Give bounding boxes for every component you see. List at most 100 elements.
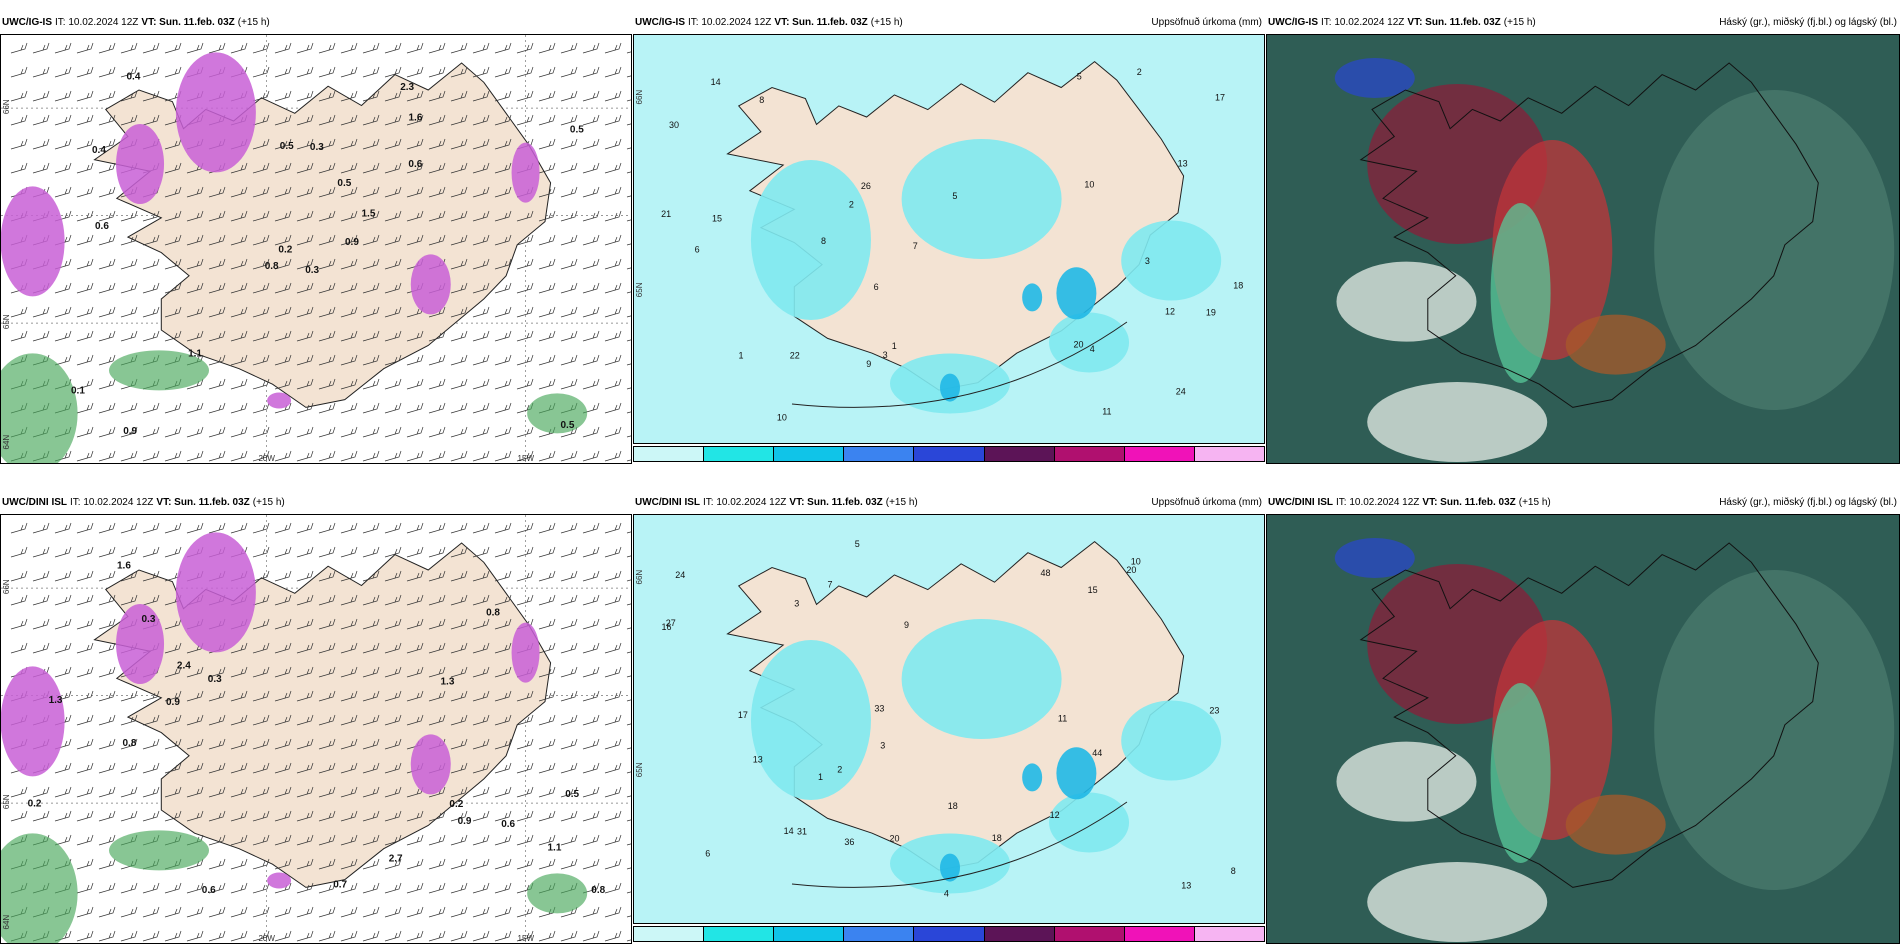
wind-barb <box>582 210 600 222</box>
accum-value-label: 2 <box>849 200 854 210</box>
valid-time: VT: Sun. 11.feb. 03Z <box>1407 17 1501 28</box>
wind-barb <box>582 258 600 270</box>
wind-barb <box>230 858 248 870</box>
panel-header: UWC/DINI ISL IT: 10.02.2024 12Z VT: Sun. 1… <box>0 492 632 514</box>
precip-value-label: 0.9 <box>345 237 359 248</box>
map-canvas: 0.3 0.4 0.2 0.1 1.5 1.1 2.3 0.3 1.6 0.9 0.4 0.5 0.6 0… <box>0 34 632 464</box>
wind-barb <box>450 114 468 126</box>
wind-barb <box>340 834 358 846</box>
wind-barb <box>54 354 72 366</box>
wind-barb <box>318 114 336 126</box>
wind-barb <box>32 522 50 534</box>
wind-barb <box>538 786 556 798</box>
precip-area <box>267 872 292 889</box>
colorbar-swatch <box>844 927 915 941</box>
accum-value-label: 4 <box>944 889 949 899</box>
wind-barb <box>362 570 380 582</box>
wind-barb <box>230 834 248 846</box>
wind-barb <box>98 426 116 438</box>
accum-value-label: 12 <box>1050 810 1060 820</box>
accum-value-label: 5 <box>855 539 860 549</box>
wind-barb <box>384 378 402 390</box>
wind-barb <box>384 762 402 774</box>
wind-barb <box>604 114 622 126</box>
run-time: IT: 10.02.2024 12Z <box>1321 17 1405 28</box>
colorbar-tick-label: 150 <box>1048 943 1061 944</box>
wind-barb <box>76 210 94 222</box>
wind-barb <box>582 666 600 678</box>
wind-barb <box>186 906 204 918</box>
wind-barb <box>252 906 270 918</box>
wind-barb <box>450 402 468 414</box>
wind-barb <box>296 714 314 726</box>
wind-barb <box>54 66 72 78</box>
wind-barb <box>362 666 380 678</box>
wind-barb <box>582 234 600 246</box>
wind-barb <box>450 930 468 942</box>
precip-value-label: 0.6 <box>408 159 422 170</box>
wind-barb <box>472 786 490 798</box>
wind-barb <box>252 546 270 558</box>
wind-barb <box>340 642 358 654</box>
colorbar-swatch <box>844 447 915 461</box>
wind-barb <box>340 234 358 246</box>
wind-barb <box>186 666 204 678</box>
wind-barb <box>208 522 226 534</box>
wind-barb <box>406 858 424 870</box>
wind-barb <box>252 402 270 414</box>
cloud-layer <box>1367 862 1548 942</box>
wind-barb <box>472 522 490 534</box>
wind-barb <box>604 66 622 78</box>
wind-barb <box>450 834 468 846</box>
wind-barb <box>582 354 600 366</box>
wind-barb <box>582 138 600 150</box>
wind-barb <box>362 282 380 294</box>
wind-barb <box>362 90 380 102</box>
wind-barb <box>384 138 402 150</box>
wind-barb <box>208 930 226 942</box>
wind-barb <box>428 42 446 54</box>
wind-barb <box>582 162 600 174</box>
wind-barb <box>274 210 292 222</box>
wind-barb <box>340 714 358 726</box>
wind-barb <box>230 906 248 918</box>
colorbar-swatch <box>1194 447 1264 461</box>
accum-value-label: 15 <box>1088 585 1098 595</box>
run-time: IT: 10.02.2024 12Z <box>703 497 787 508</box>
wind-barb <box>494 402 512 414</box>
wind-barb <box>384 90 402 102</box>
wind-barb <box>604 786 622 798</box>
precip-value-label: 0.6 <box>95 221 109 232</box>
wind-barb <box>142 210 160 222</box>
accum-value-label: 8 <box>821 236 826 246</box>
wind-barb <box>560 306 578 318</box>
map-svg: 5213243810611202624211413181715192212108… <box>634 35 1264 443</box>
panel-igis-accum: UWC/IG-IS IT: 10.02.2024 12Z VT: Sun. 11.f… <box>633 12 1265 464</box>
wind-barb <box>296 930 314 942</box>
wind-barb <box>230 690 248 702</box>
accum-value-label: 16 <box>662 622 672 632</box>
wind-barb <box>472 858 490 870</box>
wind-barb <box>384 570 402 582</box>
wind-barb <box>120 930 138 942</box>
wind-barb <box>428 426 446 438</box>
header-left: UWC/IG-IS IT: 10.02.2024 12Z VT: Sun. 11.f… <box>635 12 903 34</box>
wind-barb <box>428 666 446 678</box>
wind-barb <box>604 402 622 414</box>
wind-barb <box>10 546 28 558</box>
iceland-outline <box>1359 542 1819 888</box>
wind-barb <box>362 186 380 198</box>
wind-barb <box>538 162 556 174</box>
wind-barb <box>274 642 292 654</box>
wind-barb <box>472 570 490 582</box>
wind-barb <box>560 810 578 822</box>
wind-barb <box>560 762 578 774</box>
wind-barb <box>604 882 622 894</box>
precip-value-label: 1.1 <box>188 348 202 359</box>
wind-barb <box>538 66 556 78</box>
wind-barb <box>54 330 72 342</box>
wind-barb <box>494 90 512 102</box>
precip-area <box>527 393 588 434</box>
wind-barb <box>538 42 556 54</box>
wind-barb <box>208 234 226 246</box>
